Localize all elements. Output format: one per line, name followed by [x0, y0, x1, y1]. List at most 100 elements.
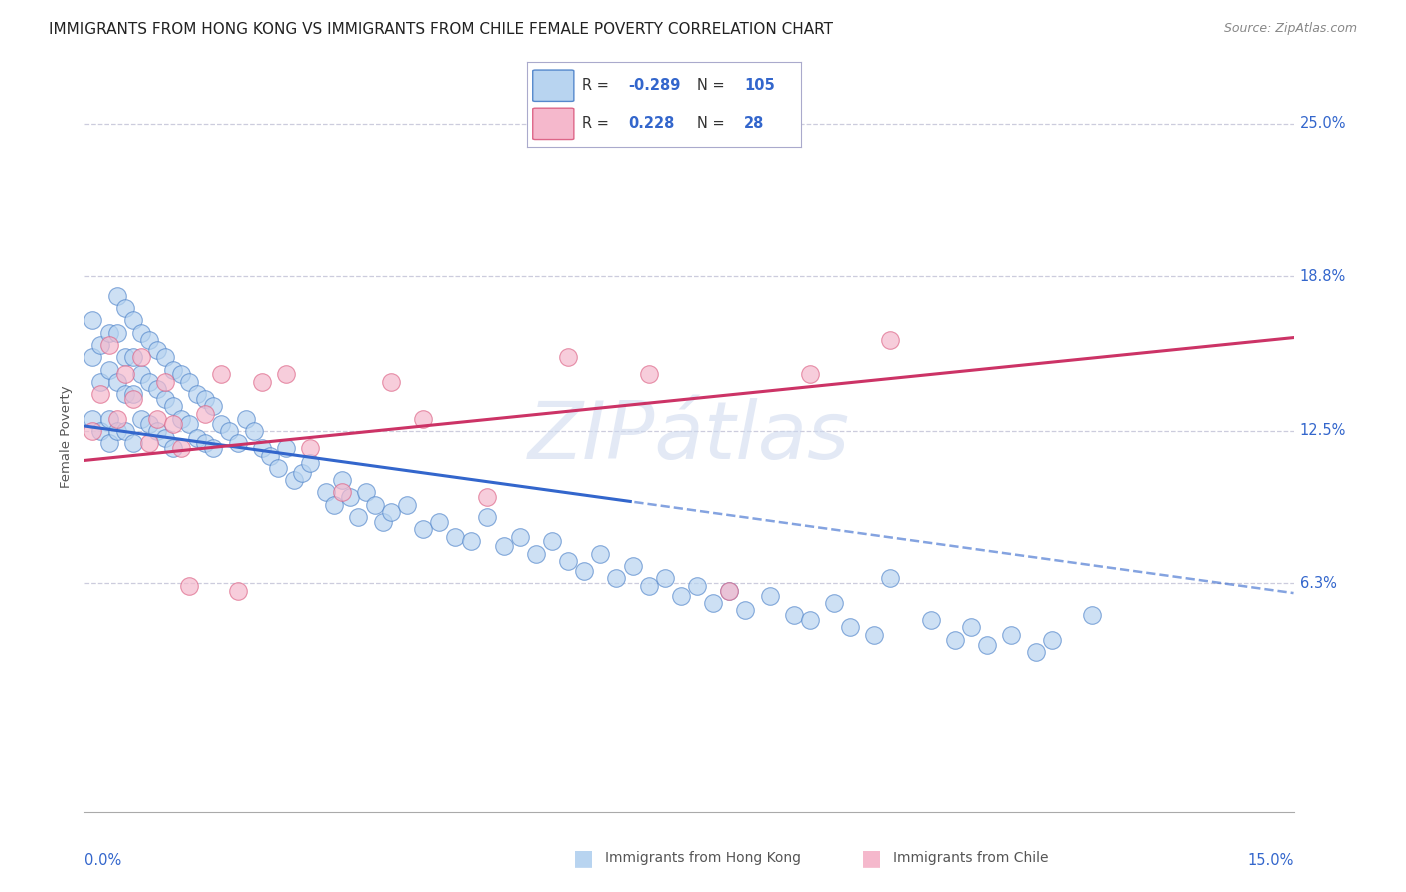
Point — [97, 436, 120, 450]
Point — [226, 436, 249, 450]
Text: 18.8%: 18.8% — [1299, 268, 1346, 284]
Point — [162, 362, 184, 376]
Point — [758, 589, 780, 603]
Point — [250, 375, 273, 389]
Point — [194, 436, 217, 450]
Text: 28: 28 — [744, 116, 765, 131]
Point — [89, 424, 111, 438]
Point — [605, 571, 627, 585]
Point — [477, 510, 499, 524]
Point — [637, 579, 659, 593]
Point — [1081, 608, 1104, 623]
Point — [291, 466, 314, 480]
Point — [97, 338, 120, 352]
Point — [146, 382, 169, 396]
Point — [330, 485, 353, 500]
Text: 15.0%: 15.0% — [1247, 853, 1294, 868]
Point — [839, 620, 862, 634]
Point — [209, 368, 232, 382]
Text: R =: R = — [582, 78, 613, 93]
Point — [412, 411, 434, 425]
Point — [129, 411, 152, 425]
Point — [138, 436, 160, 450]
Point — [114, 301, 136, 315]
Point — [299, 441, 322, 455]
Point — [702, 596, 724, 610]
Point — [114, 350, 136, 364]
Point — [202, 441, 225, 455]
Point — [477, 490, 499, 504]
Point — [162, 417, 184, 431]
Text: 105: 105 — [744, 78, 775, 93]
Text: N =: N = — [697, 78, 730, 93]
Point — [121, 392, 143, 406]
Point — [105, 326, 128, 340]
Point — [315, 485, 337, 500]
Point — [637, 368, 659, 382]
Point — [97, 326, 120, 340]
Point — [718, 583, 741, 598]
Point — [363, 498, 385, 512]
Text: ■: ■ — [574, 848, 593, 868]
Point — [121, 350, 143, 364]
Point — [274, 368, 297, 382]
Point — [799, 368, 821, 382]
Point — [412, 522, 434, 536]
Point — [105, 289, 128, 303]
Point — [114, 387, 136, 401]
Point — [121, 436, 143, 450]
Point — [146, 343, 169, 357]
Point — [879, 571, 901, 585]
Point — [250, 441, 273, 455]
Point — [153, 375, 176, 389]
Point — [153, 350, 176, 364]
Point — [170, 368, 193, 382]
Point — [97, 411, 120, 425]
Point — [863, 628, 886, 642]
Point — [444, 530, 467, 544]
Point — [97, 362, 120, 376]
Point — [330, 473, 353, 487]
Point — [82, 424, 104, 438]
Point — [686, 579, 709, 593]
Point — [114, 424, 136, 438]
Point — [170, 441, 193, 455]
Point — [226, 583, 249, 598]
Text: -0.289: -0.289 — [628, 78, 681, 93]
Point — [89, 387, 111, 401]
Point — [299, 456, 322, 470]
Point — [242, 424, 264, 438]
Point — [799, 613, 821, 627]
Text: 0.0%: 0.0% — [84, 853, 121, 868]
Point — [943, 632, 966, 647]
Point — [89, 375, 111, 389]
Point — [323, 498, 346, 512]
Point — [179, 579, 201, 593]
Point — [718, 583, 741, 598]
Point — [524, 547, 547, 561]
Point — [129, 326, 152, 340]
Point — [82, 411, 104, 425]
Text: N =: N = — [697, 116, 730, 131]
Point — [186, 387, 208, 401]
Point — [380, 505, 402, 519]
Point — [267, 460, 290, 475]
Point — [194, 392, 217, 406]
Point — [89, 338, 111, 352]
Point — [129, 368, 152, 382]
Text: Immigrants from Chile: Immigrants from Chile — [893, 851, 1049, 865]
Text: 25.0%: 25.0% — [1299, 116, 1346, 131]
Point — [153, 392, 176, 406]
Point — [509, 530, 531, 544]
Point — [541, 534, 564, 549]
Point — [669, 589, 692, 603]
Point — [138, 417, 160, 431]
Y-axis label: Female Poverty: Female Poverty — [60, 385, 73, 489]
Point — [783, 608, 806, 623]
Point — [356, 485, 378, 500]
Point — [460, 534, 482, 549]
Text: 12.5%: 12.5% — [1299, 424, 1346, 439]
Point — [162, 400, 184, 414]
Point — [105, 375, 128, 389]
Point — [194, 407, 217, 421]
